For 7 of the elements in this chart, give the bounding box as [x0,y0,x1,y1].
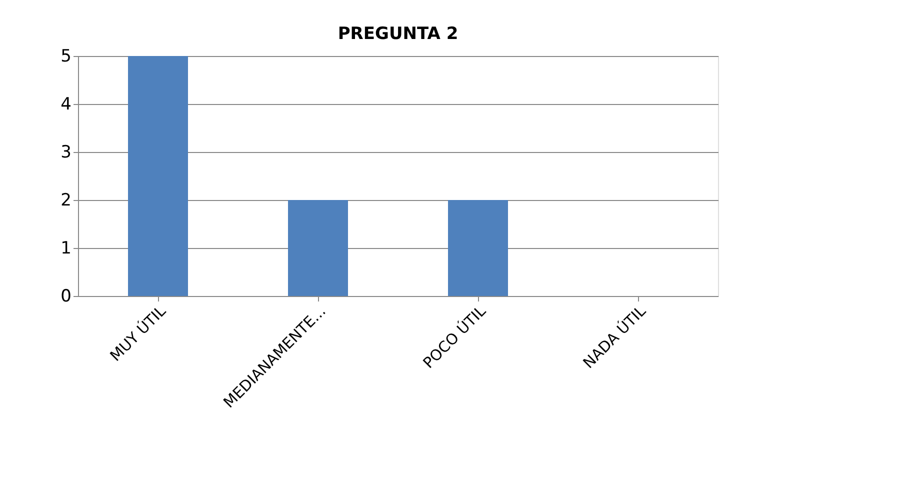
chart-title: PREGUNTA 2 [338,24,458,44]
y-tick-label: 2 [60,190,72,210]
y-tick-label: 3 [60,142,72,162]
y-tick-label: 1 [60,238,72,258]
y-tick-label: 5 [60,46,72,66]
y-tick-label: 4 [60,94,72,114]
y-tick-label: 0 [60,286,72,306]
